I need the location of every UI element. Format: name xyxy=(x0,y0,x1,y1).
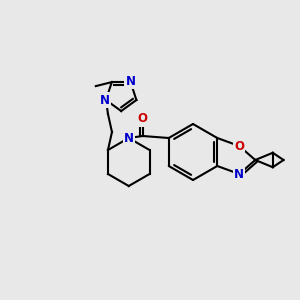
Text: N: N xyxy=(126,75,136,88)
Text: O: O xyxy=(234,140,244,152)
Text: N: N xyxy=(100,94,110,106)
Text: N: N xyxy=(124,131,134,145)
Text: N: N xyxy=(234,167,244,181)
Text: O: O xyxy=(138,112,148,125)
